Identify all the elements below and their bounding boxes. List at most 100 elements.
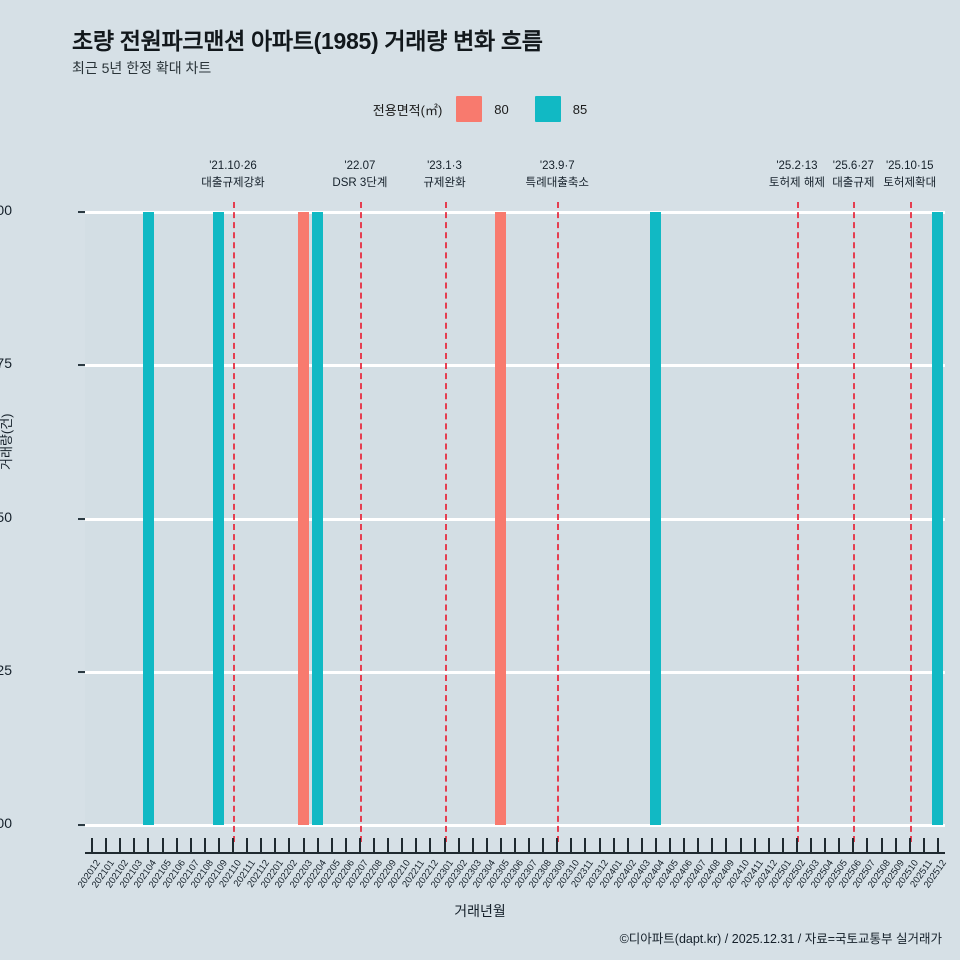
event-annotation-202207: '22.07 DSR 3단계 — [300, 158, 420, 191]
gridline — [85, 824, 945, 827]
chart-title: 초량 전원파크맨션 아파트(1985) 거래량 변화 흐름 — [72, 28, 543, 54]
x-tick-mark — [711, 838, 714, 852]
event-label: 토허제 해제 — [768, 176, 825, 189]
gridline — [85, 670, 945, 674]
bar-80-202203 — [298, 212, 310, 825]
x-tick-mark — [654, 838, 657, 852]
x-tick-mark — [203, 838, 206, 852]
x-tick-mark — [302, 838, 305, 852]
x-tick-mark — [936, 838, 939, 852]
event-line-202110 — [233, 202, 236, 842]
event-label: 토허제확대 — [883, 176, 937, 189]
x-tick-mark — [358, 838, 361, 852]
x-tick-mark — [415, 838, 418, 852]
event-line-202510 — [909, 202, 912, 842]
x-tick-mark — [232, 838, 235, 852]
event-line-202502 — [796, 202, 799, 842]
gridline — [85, 517, 945, 521]
x-tick-mark — [373, 838, 376, 852]
event-line-202207 — [359, 202, 362, 842]
x-tick-mark — [175, 838, 178, 852]
x-tick-mark — [767, 838, 770, 852]
event-date: '23.9·7 — [539, 160, 575, 172]
plot-area — [85, 202, 945, 842]
x-tick-mark — [344, 838, 347, 852]
y-tick-mark — [78, 824, 85, 826]
event-annotation-202506: '25.6·27 대출규제 — [793, 158, 913, 191]
bar-85-202404 — [650, 212, 662, 825]
footer-credit: ©디아파트(dapt.kr) / 2025.12.31 / 자료=국토교통부 실… — [619, 932, 942, 946]
event-annotation-202502: '25.2·13 토허제 해제 — [737, 158, 857, 191]
x-tick-mark — [260, 838, 263, 852]
x-tick-mark — [316, 838, 319, 852]
event-annotation-202301: '23.1·3 규제완화 — [385, 158, 505, 191]
x-tick-mark — [908, 838, 911, 852]
x-tick-mark — [612, 838, 615, 852]
x-tick-mark — [584, 838, 587, 852]
y-tick-mark — [78, 211, 85, 213]
x-tick-mark — [739, 838, 742, 852]
x-tick-mark — [387, 838, 390, 852]
y-tick-label-0.75: 0.75 — [0, 355, 12, 372]
x-tick-mark — [683, 838, 686, 852]
y-axis-label: 거래량(건) — [0, 413, 14, 471]
x-tick-mark — [725, 838, 728, 852]
x-tick-mark — [697, 838, 700, 852]
event-date: '25.10·15 — [885, 160, 934, 172]
event-label: DSR 3단계 — [332, 176, 388, 189]
event-annotation-202309: '23.9·7 특례대출축소 — [497, 158, 617, 191]
event-line-202301 — [444, 202, 447, 842]
x-tick-mark — [894, 838, 897, 852]
x-tick-mark — [288, 838, 291, 852]
legend-title: 전용면적(㎡) — [372, 102, 443, 118]
bar-85-202512 — [932, 212, 944, 825]
x-tick-mark — [880, 838, 883, 852]
chart-legend: 전용면적(㎡) 80 85 — [0, 96, 960, 122]
x-tick-mark — [499, 838, 502, 852]
x-tick-mark — [485, 838, 488, 852]
event-label: 규제완화 — [423, 176, 466, 189]
x-tick-mark — [514, 838, 516, 852]
x-tick-mark — [429, 838, 432, 852]
y-tick-mark — [78, 364, 85, 367]
x-tick-mark — [133, 838, 136, 852]
x-tick-mark — [838, 838, 841, 852]
bar-85-202104 — [142, 212, 154, 825]
x-tick-mark — [147, 838, 150, 852]
gridline — [85, 364, 945, 368]
bar-80-202305 — [495, 212, 507, 825]
event-date: '21.10·26 — [209, 160, 257, 172]
x-tick-mark — [471, 838, 474, 852]
x-tick-mark — [443, 838, 446, 852]
legend-label-85: 85 — [572, 101, 588, 117]
x-tick-mark — [161, 838, 164, 852]
y-tick-mark — [78, 670, 85, 673]
legend-swatch-85 — [534, 96, 561, 122]
chart-subtitle: 최근 5년 한정 확대 차트 — [72, 60, 212, 76]
event-date: '22.07 — [344, 160, 376, 172]
x-tick-mark — [556, 838, 559, 852]
x-tick-mark — [542, 838, 545, 852]
x-tick-mark — [528, 838, 531, 852]
legend-swatch-80 — [456, 96, 483, 122]
x-tick-mark — [781, 838, 784, 852]
x-tick-mark — [598, 838, 601, 852]
x-tick-mark — [105, 838, 108, 852]
x-tick-mark — [189, 838, 192, 852]
y-tick-mark — [78, 517, 85, 520]
x-tick-mark — [91, 838, 94, 852]
x-tick-mark — [922, 838, 925, 852]
x-tick-mark — [810, 838, 813, 852]
x-tick-mark — [753, 838, 756, 852]
event-annotation-202110: '21.10·26 대출규제강화 — [173, 158, 293, 191]
event-date: '25.6·27 — [832, 160, 874, 172]
x-tick-mark — [246, 838, 249, 852]
x-tick-mark — [669, 838, 672, 852]
x-tick-mark — [217, 838, 220, 852]
x-tick-mark — [401, 838, 404, 852]
y-tick-label-0.50: 0.50 — [0, 508, 12, 525]
x-tick-mark — [626, 838, 629, 852]
event-date: '25.2·13 — [776, 160, 818, 172]
event-line-202309 — [557, 202, 560, 842]
x-tick-mark — [457, 838, 460, 852]
